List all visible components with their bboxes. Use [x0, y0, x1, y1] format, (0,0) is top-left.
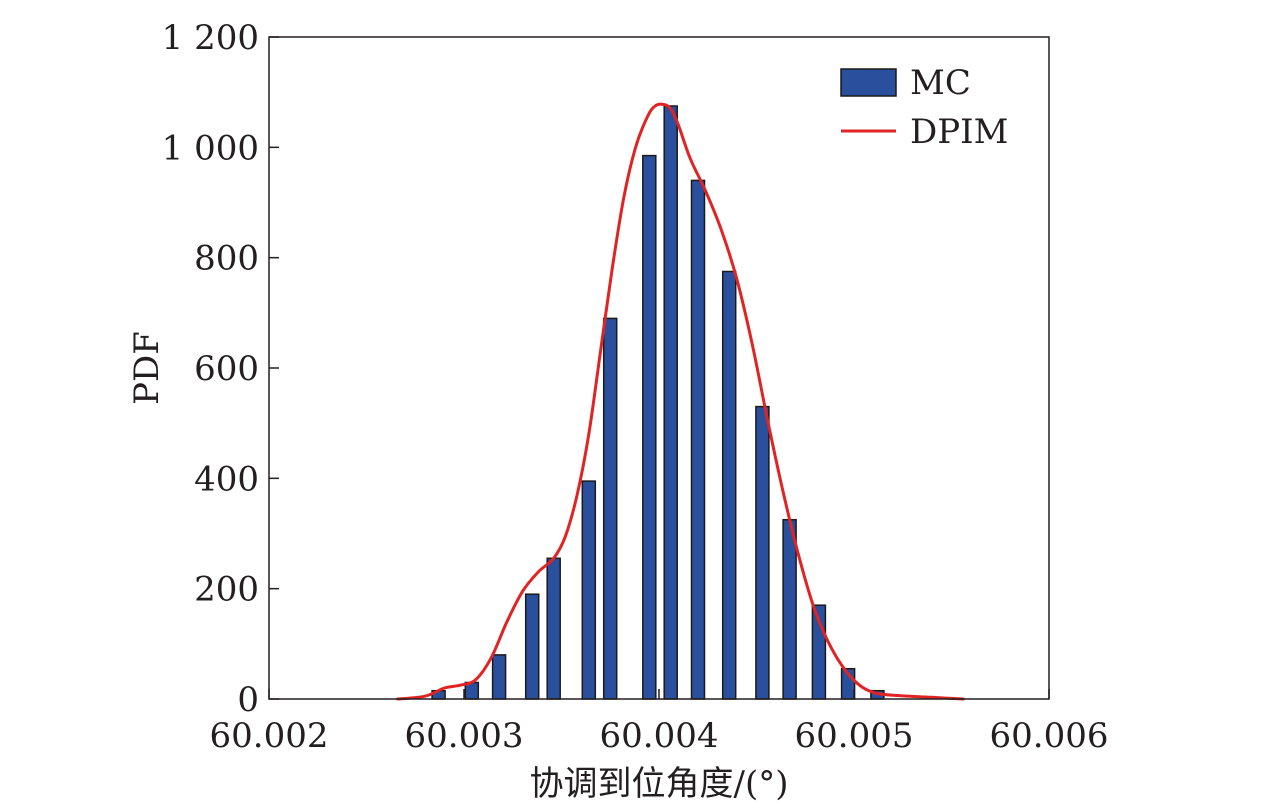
mc-bar	[581, 480, 597, 700]
legend: MC DPIM	[840, 63, 1008, 152]
mc-bar	[782, 518, 797, 700]
y-tick-label: 800	[194, 239, 259, 279]
legend-mc-swatch	[840, 68, 897, 97]
mc-bar	[755, 405, 770, 700]
mc-bar	[721, 270, 737, 700]
y-tick-label: 1 200	[162, 18, 259, 58]
x-tick-label: 60.004	[600, 716, 719, 756]
y-tick-label: 400	[194, 459, 259, 499]
x-tick-label: 60.005	[795, 716, 914, 756]
x-axis: 60.002 60.003 60.004 60.005 60.006	[210, 689, 1109, 756]
legend-dpim-label: DPIM	[910, 112, 1008, 152]
mc-bar	[524, 593, 540, 700]
x-tick-label: 60.002	[210, 716, 329, 756]
y-tick-label: 200	[194, 570, 259, 610]
x-tick-label: 60.006	[990, 716, 1109, 756]
mc-bar	[663, 105, 678, 700]
y-axis: 0 200 400 600 800 1 000 1 200	[162, 18, 279, 720]
y-tick-label: 1 000	[162, 128, 259, 168]
x-axis-label: 协调到位角度/(°)	[530, 764, 789, 804]
dpim-curve	[396, 102, 965, 701]
legend-mc-label: MC	[910, 63, 971, 103]
mc-bar	[642, 154, 657, 700]
mc-bar	[491, 654, 507, 700]
mc-bars	[431, 105, 885, 700]
y-tick-label: 0	[237, 680, 259, 720]
y-axis-label: PDF	[127, 331, 167, 405]
mc-bar	[602, 317, 618, 700]
mc-bar	[690, 179, 706, 700]
mc-bar	[546, 557, 561, 700]
y-tick-label: 600	[194, 349, 259, 389]
x-tick-label: 60.003	[405, 716, 524, 756]
